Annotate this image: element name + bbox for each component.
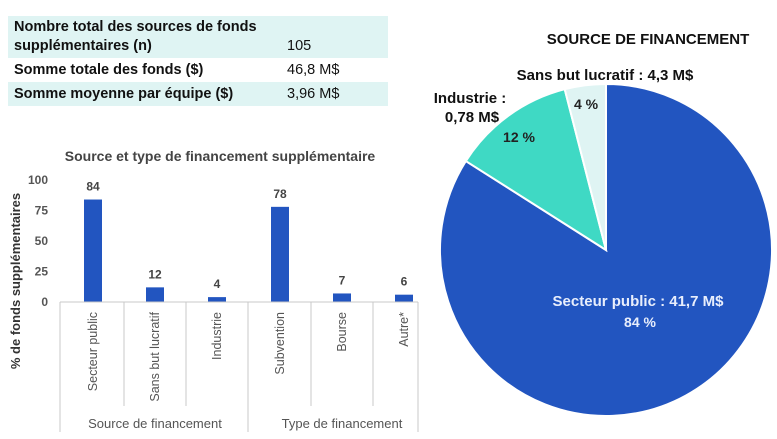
x-tick-label: Industrie	[210, 312, 224, 360]
stat-value: 105	[287, 38, 312, 54]
stat-value: 46,8 M$	[287, 62, 340, 78]
stat-label: Somme totale des fonds ($)	[14, 62, 204, 78]
x-tick-label: Subvention	[273, 312, 287, 375]
bar-value-label: 7	[339, 273, 346, 287]
summary-table: Nombre total des sources de fonds supplé…	[8, 16, 388, 106]
bar	[84, 199, 102, 302]
pie-chart: SOURCE DE FINANCEMENT Sans but lucratif …	[434, 31, 773, 417]
pie-label-industrie-line2: 0,78 M$	[445, 109, 500, 126]
y-tick-label: 25	[35, 265, 49, 279]
x-tick-label: Bourse	[335, 312, 349, 352]
bar-chart: Source et type de financement supplément…	[8, 148, 419, 432]
pie-pct-industrie: 12 %	[503, 129, 535, 145]
pie-chart-title: SOURCE DE FINANCEMENT	[547, 31, 750, 48]
pie-slice-industrie	[464, 87, 608, 253]
bar-value-label: 6	[401, 275, 408, 289]
stat-label: Somme moyenne par équipe ($)	[14, 86, 234, 102]
stat-row-count: Nombre total des sources de fonds supplé…	[8, 16, 388, 58]
pie-slices	[439, 82, 773, 417]
pie-slice-sans-but-lucratif	[563, 82, 607, 251]
bar-value-label: 84	[86, 180, 100, 194]
y-tick-label: 50	[35, 234, 49, 248]
bar	[271, 206, 289, 302]
pie-label-industrie-line1: Industrie :	[434, 90, 507, 107]
bar	[146, 287, 164, 302]
stat-row-average: Somme moyenne par équipe ($) 3,96 M$	[8, 82, 388, 106]
bar-chart-title: Source et type de financement supplément…	[65, 148, 376, 164]
stat-label: Nombre total des sources de fonds	[14, 19, 257, 35]
pie-pct-sans-but-lucratif: 4 %	[574, 96, 599, 112]
bar	[333, 293, 351, 302]
group-label-source: Source de financement	[88, 416, 222, 431]
group-label-type: Type de financement	[282, 416, 403, 431]
bar	[395, 294, 413, 302]
x-tick-label: Autre*	[397, 312, 411, 347]
bar-series	[84, 199, 413, 302]
y-axis-label: % de fonds supplémentaires	[8, 193, 23, 369]
stat-value: 3,96 M$	[287, 86, 340, 102]
y-tick-label: 100	[28, 173, 48, 187]
x-axis: Secteur public Sans but lucratif Industrie…	[86, 311, 411, 401]
bar-value-label: 12	[148, 267, 162, 281]
x-tick-label: Sans but lucratif	[148, 311, 162, 401]
data-labels: 84 12 4 78 7 6	[86, 180, 407, 292]
bar-value-label: 78	[273, 187, 287, 201]
stat-label: supplémentaires (n)	[14, 38, 152, 54]
y-tick-label: 75	[35, 204, 49, 218]
bar	[208, 297, 226, 302]
pie-label-secteur-public: Secteur public : 41,7 M$	[553, 293, 725, 310]
bar-value-label: 4	[214, 277, 221, 291]
pie-pct-secteur-public: 84 %	[624, 314, 656, 330]
stat-row-total: Somme totale des fonds ($) 46,8 M$	[8, 58, 388, 82]
x-tick-label: Secteur public	[86, 312, 100, 391]
pie-label-sans-but-lucratif: Sans but lucratif : 4,3 M$	[517, 67, 694, 84]
y-axis: 0 25 50 75 100	[28, 173, 48, 309]
y-tick-label: 0	[41, 295, 48, 309]
axis-lines	[59, 301, 419, 432]
